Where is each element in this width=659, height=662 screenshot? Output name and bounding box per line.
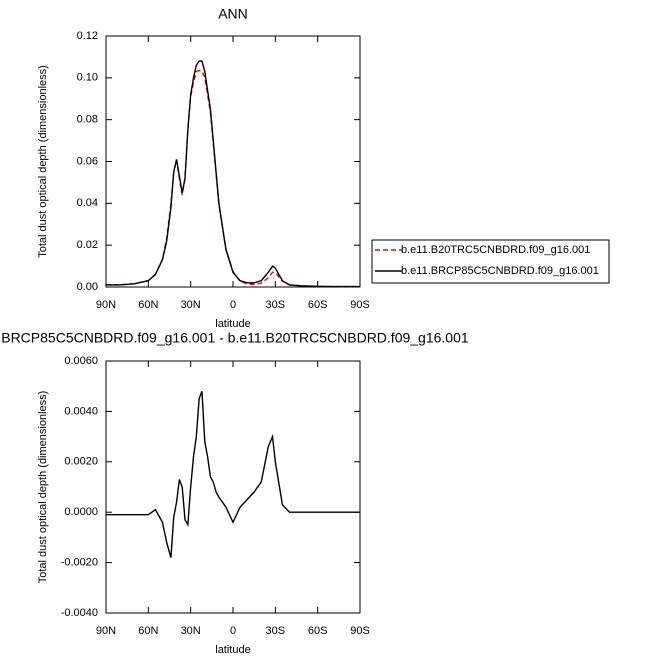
y-axis-label: Total dust optical depth (dimensionless) [37,391,49,584]
chart-title: .BRCP85C5CNBDRD.f09_g16.001 - b.e11.B20T… [0,330,469,346]
y-tick-label: 0.0040 [64,405,98,417]
x-tick-label: 30S [266,299,286,311]
x-tick-label: 60N [138,299,158,311]
y-axis-label: Total dust optical depth (dimensionless) [37,65,49,258]
y-tick-label: -0.0020 [61,557,98,569]
x-tick-label: 30N [181,625,201,637]
x-tick-label: 0 [230,299,236,311]
data-line [106,60,360,288]
data-line [106,390,360,558]
x-tick-label: 30S [266,625,286,637]
x-tick-label: 90S [350,299,370,311]
y-tick-label: 0.04 [77,197,98,209]
x-axis-label: latitude [215,644,250,656]
x-tick-label: 60N [138,625,158,637]
x-tick-label: 90N [96,299,116,311]
y-tick-label: 0.10 [77,72,98,84]
x-tick-label: 0 [230,625,236,637]
y-tick-label: 0.0020 [64,456,98,468]
legend-label: b.e11.BRCP85C5CNBDRD.f09_g16.001 [401,265,599,277]
legend-label: b.e11.B20TRC5CNBDRD.f09_g16.001 [401,244,590,256]
chart-title: ANN [218,6,248,22]
y-tick-label: 0.12 [77,30,98,42]
y-tick-label: -0.0040 [61,607,98,619]
y-tick-label: 0.02 [77,239,98,251]
x-tick-label: 90S [350,625,370,637]
data-line [106,69,360,288]
y-tick-label: 0.0000 [64,506,98,518]
y-tick-label: 0.08 [77,114,98,126]
x-tick-label: 30N [181,299,201,311]
y-tick-label: 0.06 [77,155,98,167]
x-tick-label: 60S [308,625,328,637]
plot-frame [105,35,361,288]
x-axis-label: latitude [215,318,250,330]
x-tick-label: 90N [96,625,116,637]
legend-box [371,239,610,284]
y-tick-label: 0.00 [77,281,98,293]
x-tick-label: 60S [308,299,328,311]
plot-frame [105,360,361,614]
y-tick-label: 0.0060 [64,355,98,367]
